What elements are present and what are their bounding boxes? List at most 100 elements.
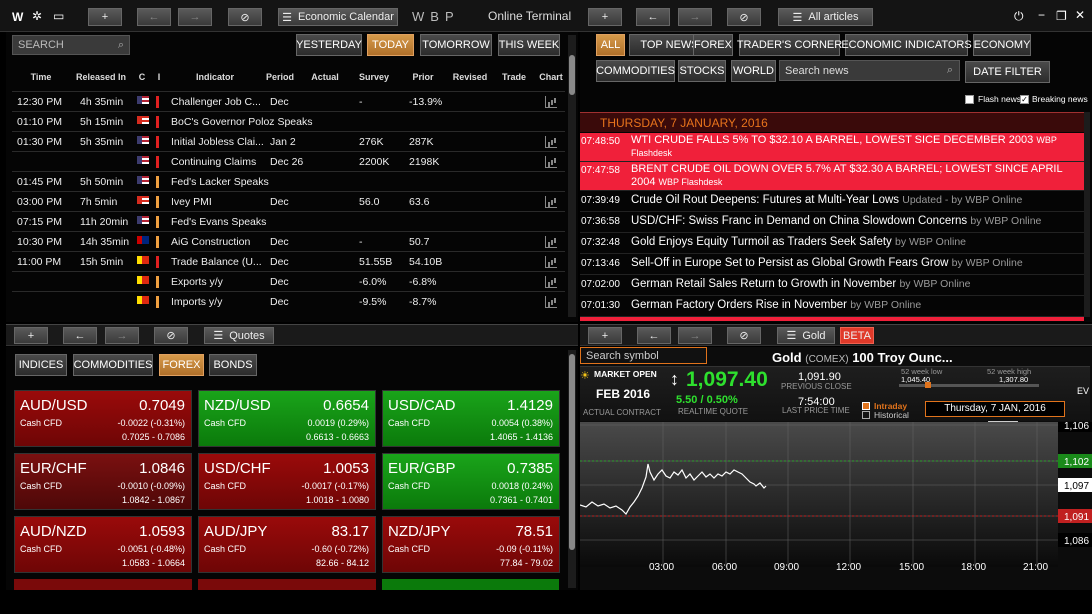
partial-tile[interactable] [198,579,376,590]
news-filter-world[interactable]: WORLD [731,60,776,82]
chart-icon[interactable] [545,236,557,248]
tab-quotes[interactable]: ☰ Quotes [204,327,274,344]
gear-icon[interactable]: ✲ [32,9,43,23]
tab-all-articles[interactable]: ☰ All articles [778,8,873,26]
quote-tile-nzd-usd[interactable]: NZD/USD 0.6654 Cash CFD 0.0019 (0.29%) 0.661… [198,390,376,447]
tab-gold[interactable]: ☰ Gold [777,327,835,344]
tab-bonds[interactable]: BONDS [209,354,257,376]
col-header-period[interactable]: Period [265,72,294,82]
link-button-2[interactable]: ⊘ [727,8,761,26]
calendar-search-input[interactable]: SEARCH ⌕ [12,35,130,55]
breaking-news-checkbox[interactable]: ✓ [1020,95,1029,104]
add-panel-button-4[interactable]: + [588,327,622,344]
back-button-4[interactable]: ← [637,327,671,344]
quote-tile-aud-usd[interactable]: AUD/USD 0.7049 Cash CFD -0.0022 (-0.31%) 0.7… [14,390,192,447]
calendar-row[interactable]: 01:45 PM 5h 50min Fed's Lacker Speaks [12,171,565,191]
intraday-radio[interactable] [862,402,870,410]
news-filter-all[interactable]: ALL [596,34,625,56]
calendar-row[interactable]: 07:15 PM 11h 20min Fed's Evans Speaks [12,211,565,231]
col-header-revised[interactable]: Revised [452,72,488,82]
calendar-row[interactable]: Imports y/y Dec -9.5% -8.7% [12,291,565,311]
news-filter-trader-s-corner[interactable]: TRADER'S CORNER [737,34,842,56]
col-header-indicator[interactable]: Indicator [195,72,234,82]
col-header-importance[interactable]: I [157,72,161,82]
partial-tile[interactable] [382,579,559,590]
chart-icon[interactable] [545,156,557,168]
add-panel-button-2[interactable]: + [588,8,622,26]
gold-intraday-chart[interactable]: 1,106 1,102 1,097 1,091 1,086 03:00 06:00 09:0… [580,422,1092,590]
col-header-survey[interactable]: Survey [358,72,390,82]
forward-button-3[interactable]: → [105,327,139,344]
col-header-chart[interactable]: Chart [539,72,563,82]
date-filter-button[interactable]: DATE FILTER [965,61,1050,83]
close-icon[interactable]: ✕ [1075,8,1086,22]
quote-tile-eur-chf[interactable]: EUR/CHF 1.0846 Cash CFD -0.0010 (-0.09%) 1.0… [14,453,192,510]
forward-button-4[interactable]: → [678,327,712,344]
tab-forex[interactable]: FOREX [159,354,204,376]
col-header-trade[interactable]: Trade [501,72,526,82]
partial-tile[interactable] [14,579,192,590]
link-button-3[interactable]: ⊘ [154,327,188,344]
quotes-scroll-thumb[interactable] [569,354,575,550]
chart-icon[interactable] [545,196,557,208]
calendar-scroll-thumb[interactable] [569,55,575,95]
news-filter-commodities[interactable]: COMMODITIES [596,60,675,82]
news-filter-economic-indicators[interactable]: ECONOMIC INDICATORS [841,34,972,56]
tomorrow-button[interactable]: TOMORROW [420,34,492,56]
quote-tile-aud-nzd[interactable]: AUD/NZD 1.0593 Cash CFD -0.0051 (-0.48%) 1.0… [14,516,192,573]
col-header-actual[interactable]: Actual [311,72,339,82]
this-week-button[interactable]: THIS WEEK [498,34,560,56]
calendar-row[interactable]: 11:00 PM 15h 5min Trade Balance (U... Dec 51… [12,251,565,271]
col-header-prior[interactable]: Prior [412,72,434,82]
chart-icon[interactable] [545,136,557,148]
news-item-partial[interactable] [580,317,1084,321]
col-header-country[interactable]: C [138,72,146,82]
forward-button-2[interactable]: → [678,8,712,26]
news-filter-stocks[interactable]: STOCKS [678,60,726,82]
quote-tile-nzd-jpy[interactable]: NZD/JPY 78.51 Cash CFD -0.09 (-0.11%) 77.84 … [382,516,560,573]
back-button-3[interactable]: ← [63,327,97,344]
minimize-icon[interactable]: − [1038,8,1046,22]
add-panel-button-3[interactable]: + [14,327,48,344]
today-button[interactable]: TODAY [367,34,414,56]
col-header-released[interactable]: Released In [75,72,127,82]
forward-button[interactable]: → [178,8,212,26]
news-scrollbar[interactable] [1084,112,1090,317]
col-header-time[interactable]: Time [30,72,52,82]
chart-icon[interactable] [545,276,557,288]
add-panel-button[interactable]: + [88,8,122,26]
chart-icon[interactable] [545,96,557,108]
chart-icon[interactable] [545,256,557,268]
calendar-row[interactable]: 01:30 PM 5h 35min Initial Jobless Clai... J… [12,131,565,151]
quote-tile-eur-gbp[interactable]: EUR/GBP 0.7385 Cash CFD 0.0018 (0.24%) 0.736… [382,453,560,510]
news-filter-economy[interactable]: ECONOMY [973,34,1031,56]
news-filter-top-news[interactable]: TOP NEWS [629,34,710,56]
news-search-input[interactable]: Search news ⌕ [779,60,960,81]
calendar-row[interactable]: 10:30 PM 14h 35min AiG Construction Dec - 50.… [12,231,565,251]
historical-radio[interactable] [862,411,870,419]
calendar-scrollbar[interactable] [568,35,576,317]
calendar-row[interactable]: 03:00 PM 7h 5min Ivey PMI Dec 56.0 63.6 [12,191,565,211]
restore-icon[interactable]: ❐ [1056,9,1067,23]
flash-news-item[interactable]: 07:48:50 WTI CRUDE FALLS 5% TO $32.10 A B… [580,133,1090,162]
tab-commodities[interactable]: COMMODITIES [73,354,153,376]
quote-tile-usd-chf[interactable]: USD/CHF 1.0053 Cash CFD -0.0017 (-0.17%) 1.0… [198,453,376,510]
quote-tile-aud-jpy[interactable]: AUD/JPY 83.17 Cash CFD -0.60 (-0.72%) 82.66 … [198,516,376,573]
back-button-2[interactable]: ← [636,8,670,26]
tab-indices[interactable]: INDICES [15,354,67,376]
quotes-scrollbar[interactable] [568,350,576,588]
link-button-4[interactable]: ⊘ [727,327,761,344]
calendar-row[interactable]: 12:30 PM 4h 35min Challenger Job C... Dec - -… [12,91,565,111]
news-filter-forex[interactable]: FOREX [693,34,733,56]
flash-news-checkbox[interactable] [965,95,974,104]
back-button[interactable]: ← [137,8,171,26]
calendar-row[interactable]: Exports y/y Dec -6.0% -6.8% [12,271,565,291]
news-item[interactable]: 07:36:58 USD/CHF: Swiss Franc in Demand o… [580,212,1090,233]
flash-news-item[interactable]: 07:47:58 BRENT CRUDE OIL DOWN OVER 5.7% A… [580,162,1090,191]
quote-tile-usd-cad[interactable]: USD/CAD 1.4129 Cash CFD 0.0054 (0.38%) 1.406… [382,390,560,447]
news-item[interactable]: 07:32:48 Gold Enjoys Equity Turmoil as Tr… [580,233,1090,254]
yesterday-button[interactable]: YESTERDAY [296,34,362,56]
news-item[interactable]: 07:02:00 German Retail Sales Return to Gr… [580,275,1090,296]
power-icon[interactable]: ⏻ [1014,9,1024,23]
chart-date-picker[interactable]: Thursday, 7 JAN, 2016 [925,401,1065,417]
